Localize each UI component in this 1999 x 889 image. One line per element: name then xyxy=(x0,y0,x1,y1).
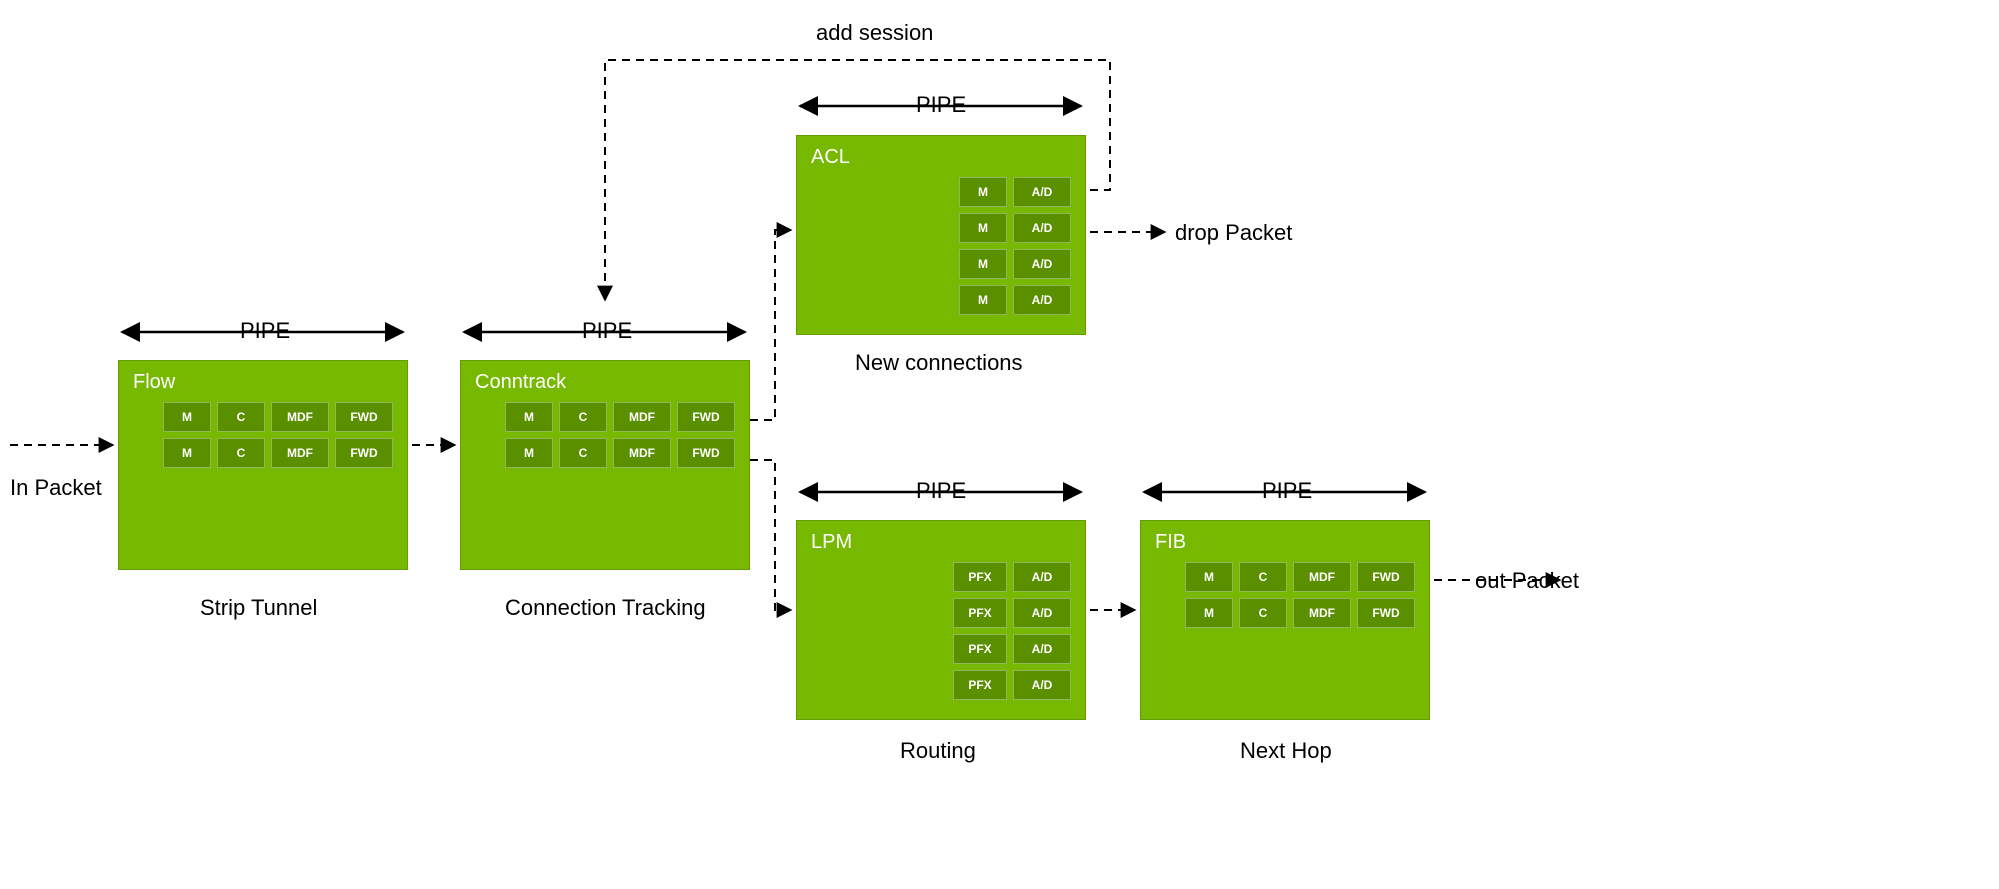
acl-cell: M xyxy=(959,213,1007,243)
lpm-row: PFXA/D xyxy=(953,634,1071,664)
acl-title: ACL xyxy=(797,136,1085,175)
fib-cell: M xyxy=(1185,598,1233,628)
lpm-row: PFXA/D xyxy=(953,670,1071,700)
fib-cell: C xyxy=(1239,562,1287,592)
box-lpm: LPMPFXA/DPFXA/DPFXA/DPFXA/D xyxy=(796,520,1086,720)
acl-cell: A/D xyxy=(1013,249,1071,279)
pipeline-diagram: FlowMCMDFFWDMCMDFFWD ConntrackMCMDFFWDMC… xyxy=(0,0,1999,889)
conntrack-cell: MDF xyxy=(613,438,671,468)
conntrack-cell: M xyxy=(505,438,553,468)
acl-row: MA/D xyxy=(959,213,1071,243)
acl-row: MA/D xyxy=(959,177,1071,207)
acl-row: MA/D xyxy=(959,285,1071,315)
box-fib: FIBMCMDFFWDMCMDFFWD xyxy=(1140,520,1430,720)
fib-cell: MDF xyxy=(1293,598,1351,628)
lpm-cell: PFX xyxy=(953,634,1007,664)
box-flow: FlowMCMDFFWDMCMDFFWD xyxy=(118,360,408,570)
conntrack-row: MCMDFFWD xyxy=(505,402,735,432)
fib-title: FIB xyxy=(1141,521,1429,560)
flow-row: MCMDFFWD xyxy=(163,402,393,432)
acl-cell: M xyxy=(959,177,1007,207)
flow-cell: M xyxy=(163,402,211,432)
acl-cell: M xyxy=(959,249,1007,279)
acl-cell: A/D xyxy=(1013,213,1071,243)
lpm-cell: A/D xyxy=(1013,598,1071,628)
flow-arrow xyxy=(750,460,791,610)
flow-cell: M xyxy=(163,438,211,468)
lpm-title: LPM xyxy=(797,521,1085,560)
fib-row: MCMDFFWD xyxy=(1185,562,1415,592)
text-label: out Packet xyxy=(1475,568,1579,594)
caption-acl: New connections xyxy=(855,350,1023,376)
lpm-cell: A/D xyxy=(1013,670,1071,700)
fib-cell: FWD xyxy=(1357,598,1415,628)
caption-lpm: Routing xyxy=(900,738,976,764)
acl-cell-grid: MA/DMA/DMA/DMA/D xyxy=(797,175,1085,329)
lpm-cell: A/D xyxy=(1013,562,1071,592)
flow-cell: MDF xyxy=(271,438,329,468)
pipe-label: PIPE xyxy=(240,318,290,344)
conntrack-cell: FWD xyxy=(677,438,735,468)
pipe-label: PIPE xyxy=(1262,478,1312,504)
text-label: drop Packet xyxy=(1175,220,1292,246)
conntrack-cell: FWD xyxy=(677,402,735,432)
fib-row: MCMDFFWD xyxy=(1185,598,1415,628)
pipe-label: PIPE xyxy=(582,318,632,344)
conntrack-cell: MDF xyxy=(613,402,671,432)
flow-arrow xyxy=(750,230,791,420)
fib-cell-grid: MCMDFFWDMCMDFFWD xyxy=(1141,560,1429,642)
text-label: add session xyxy=(816,20,933,46)
text-label: In Packet xyxy=(10,475,102,501)
box-acl: ACLMA/DMA/DMA/DMA/D xyxy=(796,135,1086,335)
conntrack-cell-grid: MCMDFFWDMCMDFFWD xyxy=(461,400,749,482)
flow-cell: FWD xyxy=(335,402,393,432)
conntrack-row: MCMDFFWD xyxy=(505,438,735,468)
caption-flow: Strip Tunnel xyxy=(200,595,317,621)
lpm-row: PFXA/D xyxy=(953,562,1071,592)
pipe-label: PIPE xyxy=(916,92,966,118)
conntrack-title: Conntrack xyxy=(461,361,749,400)
lpm-cell: PFX xyxy=(953,598,1007,628)
lpm-cell: PFX xyxy=(953,670,1007,700)
flow-cell: C xyxy=(217,438,265,468)
conntrack-cell: C xyxy=(559,438,607,468)
flow-cell-grid: MCMDFFWDMCMDFFWD xyxy=(119,400,407,482)
flow-cell: MDF xyxy=(271,402,329,432)
caption-conntrack: Connection Tracking xyxy=(505,595,706,621)
fib-cell: C xyxy=(1239,598,1287,628)
fib-cell: FWD xyxy=(1357,562,1415,592)
flow-title: Flow xyxy=(119,361,407,400)
pipe-label: PIPE xyxy=(916,478,966,504)
fib-cell: M xyxy=(1185,562,1233,592)
lpm-cell: PFX xyxy=(953,562,1007,592)
flow-cell: FWD xyxy=(335,438,393,468)
flow-row: MCMDFFWD xyxy=(163,438,393,468)
box-conntrack: ConntrackMCMDFFWDMCMDFFWD xyxy=(460,360,750,570)
lpm-cell: A/D xyxy=(1013,634,1071,664)
acl-cell: A/D xyxy=(1013,285,1071,315)
acl-cell: A/D xyxy=(1013,177,1071,207)
conntrack-cell: C xyxy=(559,402,607,432)
flow-cell: C xyxy=(217,402,265,432)
conntrack-cell: M xyxy=(505,402,553,432)
acl-row: MA/D xyxy=(959,249,1071,279)
lpm-cell-grid: PFXA/DPFXA/DPFXA/DPFXA/D xyxy=(797,560,1085,714)
fib-cell: MDF xyxy=(1293,562,1351,592)
lpm-row: PFXA/D xyxy=(953,598,1071,628)
caption-fib: Next Hop xyxy=(1240,738,1332,764)
acl-cell: M xyxy=(959,285,1007,315)
